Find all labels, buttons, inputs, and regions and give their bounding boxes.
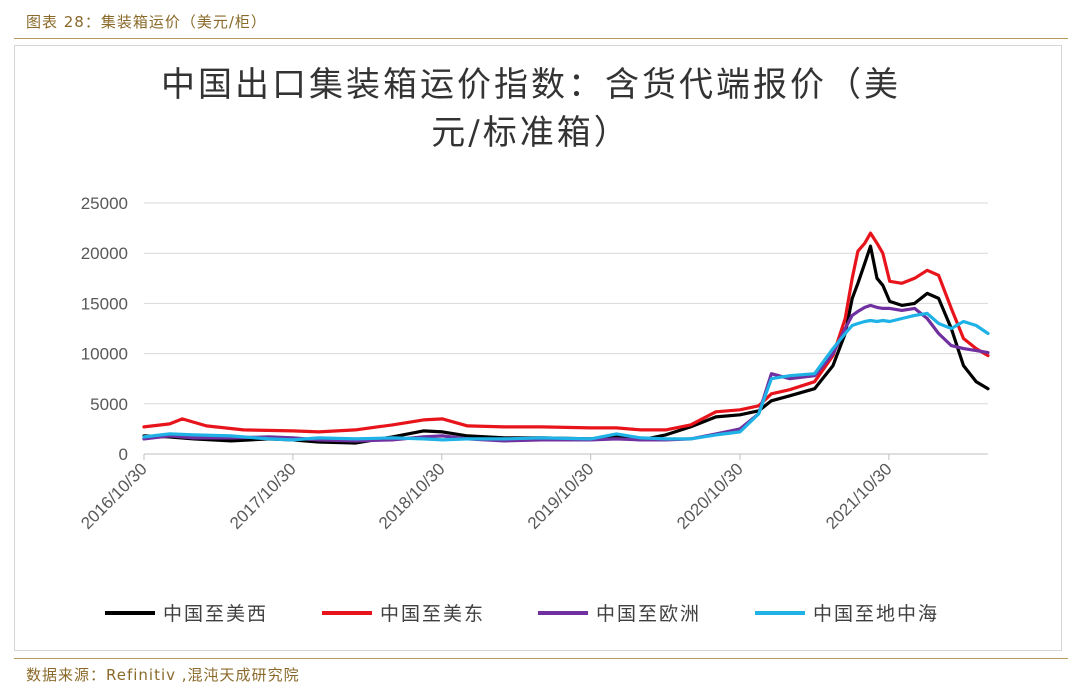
bottom-rule [14, 658, 1068, 659]
x-tick-label: 2019/10/30 [524, 459, 598, 533]
legend-label: 中国至地中海 [813, 603, 939, 625]
y-tick-label: 5000 [90, 395, 128, 414]
series-line-2 [142, 231, 990, 434]
x-tick-label: 2020/10/30 [673, 459, 747, 533]
chart-frame: 中国出口集装箱运价指数：含货代端报价（美 元/标准箱） 0 5000 10000 15… [14, 45, 1062, 651]
series-line-4 [142, 311, 990, 442]
x-tick-label: 2018/10/30 [375, 459, 449, 533]
x-tick-label: 2017/10/30 [226, 459, 300, 533]
y-tick-label: 15000 [81, 294, 128, 313]
series-line-1 [142, 244, 990, 445]
y-tick-label: 10000 [81, 345, 128, 364]
source-note: 数据来源：Refinitiv ,混沌天成研究院 [26, 666, 300, 684]
y-axis-ticks: 0 5000 10000 15000 20000 25000 [81, 194, 128, 464]
grid-lines [144, 202, 988, 455]
y-tick-label: 0 [119, 445, 128, 464]
chart-title-line1: 中国出口集装箱运价指数：含货代端报价（美 [161, 65, 901, 105]
series-lines [142, 231, 990, 445]
line-chart: 中国出口集装箱运价指数：含货代端报价（美 元/标准箱） 0 5000 10000 15… [77, 65, 990, 625]
chart-title-line2: 元/标准箱） [431, 113, 630, 153]
legend: 中国至美西 中国至美东 中国至欧洲 中国至地中海 [105, 603, 939, 625]
x-axis-ticks: 2016/10/30 2017/10/30 2018/10/30 2019/10/30… [77, 454, 896, 533]
x-tick-label: 2021/10/30 [822, 459, 896, 533]
series-line-3 [142, 303, 990, 443]
top-rule [14, 38, 1068, 39]
x-tick-label: 2016/10/30 [77, 459, 151, 533]
legend-label: 中国至美东 [380, 603, 485, 625]
y-tick-label: 20000 [81, 244, 128, 263]
legend-label: 中国至美西 [163, 603, 268, 625]
legend-label: 中国至欧洲 [596, 603, 701, 625]
figure-label: 图表 28：集装箱运价（美元/柜） [26, 13, 267, 31]
y-tick-label: 25000 [81, 194, 128, 213]
